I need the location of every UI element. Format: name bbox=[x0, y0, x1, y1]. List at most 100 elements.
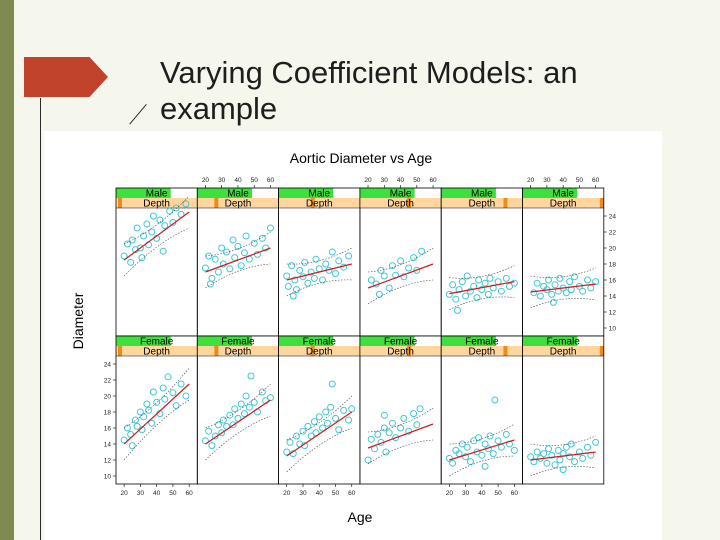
confidence-band bbox=[286, 247, 352, 265]
panel-frame bbox=[359, 187, 442, 337]
slide-arrow-decoration bbox=[24, 57, 108, 97]
data-point bbox=[307, 268, 315, 276]
data-point bbox=[380, 424, 388, 432]
panels-group: MaleDepthMaleDepthMaleDepthMaleDepthMale… bbox=[104, 177, 617, 497]
strip-sex-label: Male bbox=[390, 189, 412, 200]
strip-depth-label: Depth bbox=[225, 199, 252, 210]
x-tick-label-top: 50 bbox=[251, 177, 259, 184]
data-point bbox=[397, 257, 405, 265]
strip-depth-marker bbox=[214, 198, 219, 208]
fit-line bbox=[123, 383, 190, 445]
strip-depth-label: Depth bbox=[306, 347, 333, 358]
data-point bbox=[410, 410, 418, 418]
fit-line bbox=[367, 423, 434, 449]
data-point bbox=[418, 247, 426, 255]
data-point bbox=[556, 456, 564, 464]
data-point bbox=[567, 440, 575, 448]
data-point bbox=[374, 430, 382, 438]
data-point bbox=[571, 458, 579, 466]
data-point bbox=[250, 239, 258, 247]
data-point bbox=[462, 453, 470, 461]
confidence-band bbox=[205, 231, 271, 257]
x-tick-label-bottom: 20 bbox=[283, 490, 291, 497]
x-tick-label-top: 50 bbox=[413, 177, 421, 184]
panel-frame bbox=[440, 187, 523, 337]
trellis-chart: Aortic Diameter vs Age Age Diameter Male… bbox=[70, 150, 617, 525]
data-point bbox=[416, 405, 424, 413]
panel-frame bbox=[278, 335, 361, 485]
strip-depth-marker bbox=[503, 198, 508, 208]
data-point bbox=[143, 400, 151, 408]
x-tick-label-bottom: 30 bbox=[462, 490, 470, 497]
slide-title: Varying Coefficient Models: an example bbox=[160, 55, 578, 126]
data-point bbox=[128, 236, 136, 244]
data-point bbox=[234, 242, 242, 250]
data-point bbox=[587, 284, 595, 292]
data-point bbox=[206, 280, 214, 288]
data-point bbox=[266, 224, 274, 232]
data-point bbox=[545, 276, 553, 284]
strip-depth-bg bbox=[522, 198, 604, 208]
strip-sex-label: Male bbox=[227, 189, 249, 200]
strip-depth-bg bbox=[197, 346, 279, 356]
confidence-band bbox=[449, 455, 515, 477]
data-point bbox=[458, 440, 466, 448]
strip-sex-bar bbox=[278, 336, 334, 346]
data-point bbox=[315, 413, 323, 421]
data-point bbox=[530, 458, 538, 466]
y-tick-label-left: 24 bbox=[104, 361, 112, 368]
data-point bbox=[262, 244, 270, 252]
data-point bbox=[161, 395, 169, 403]
fit-line bbox=[449, 281, 515, 295]
strip-sex-bar bbox=[197, 188, 253, 198]
data-point bbox=[120, 436, 128, 444]
confidence-band bbox=[449, 265, 515, 279]
data-point bbox=[128, 442, 136, 450]
data-point bbox=[475, 434, 483, 442]
x-tick-label-top: 20 bbox=[527, 177, 535, 184]
slide-sidebar-bar bbox=[0, 0, 14, 540]
data-point bbox=[530, 289, 538, 297]
data-point bbox=[310, 418, 318, 426]
confidence-band bbox=[530, 267, 596, 278]
confidence-band bbox=[449, 423, 515, 445]
x-tick-label-top: 30 bbox=[381, 177, 389, 184]
strip-sex-label: Male bbox=[308, 189, 330, 200]
strip-depth-label: Depth bbox=[225, 347, 252, 358]
data-point bbox=[445, 290, 453, 298]
data-point bbox=[258, 234, 266, 242]
data-point bbox=[327, 403, 335, 411]
data-point bbox=[466, 458, 474, 466]
strip-sex-bar bbox=[522, 188, 578, 198]
strip-depth-marker bbox=[310, 346, 315, 356]
data-point bbox=[584, 276, 592, 284]
x-tick-label-top: 20 bbox=[202, 177, 210, 184]
strip-depth-marker bbox=[599, 198, 604, 208]
strip-sex-bar bbox=[116, 188, 171, 198]
y-tick-label-right: 22 bbox=[609, 229, 617, 236]
strip-depth-marker bbox=[503, 346, 508, 356]
data-point bbox=[229, 236, 237, 244]
data-point bbox=[475, 276, 483, 284]
x-tick-label-top: 40 bbox=[397, 177, 405, 184]
strip-sex-label: Male bbox=[146, 189, 168, 200]
data-point bbox=[486, 274, 494, 282]
confidence-band bbox=[368, 247, 434, 273]
fit-line bbox=[449, 439, 515, 461]
decorative-line bbox=[129, 104, 147, 125]
data-point bbox=[143, 220, 151, 228]
data-point bbox=[145, 406, 153, 414]
strip-depth-bg bbox=[359, 198, 442, 208]
y-tick-label-right: 24 bbox=[609, 213, 617, 220]
data-point bbox=[332, 414, 340, 422]
data-point bbox=[533, 448, 541, 456]
y-tick-label-right: 18 bbox=[609, 261, 617, 268]
data-point bbox=[319, 276, 327, 284]
panel-frame bbox=[440, 335, 523, 485]
strip-depth-marker bbox=[118, 346, 122, 356]
data-point bbox=[470, 437, 478, 445]
data-point bbox=[579, 454, 587, 462]
strip-depth-bg bbox=[116, 198, 198, 208]
strip-sex-label: Male bbox=[552, 189, 574, 200]
x-tick-label-bottom: 60 bbox=[186, 490, 194, 497]
